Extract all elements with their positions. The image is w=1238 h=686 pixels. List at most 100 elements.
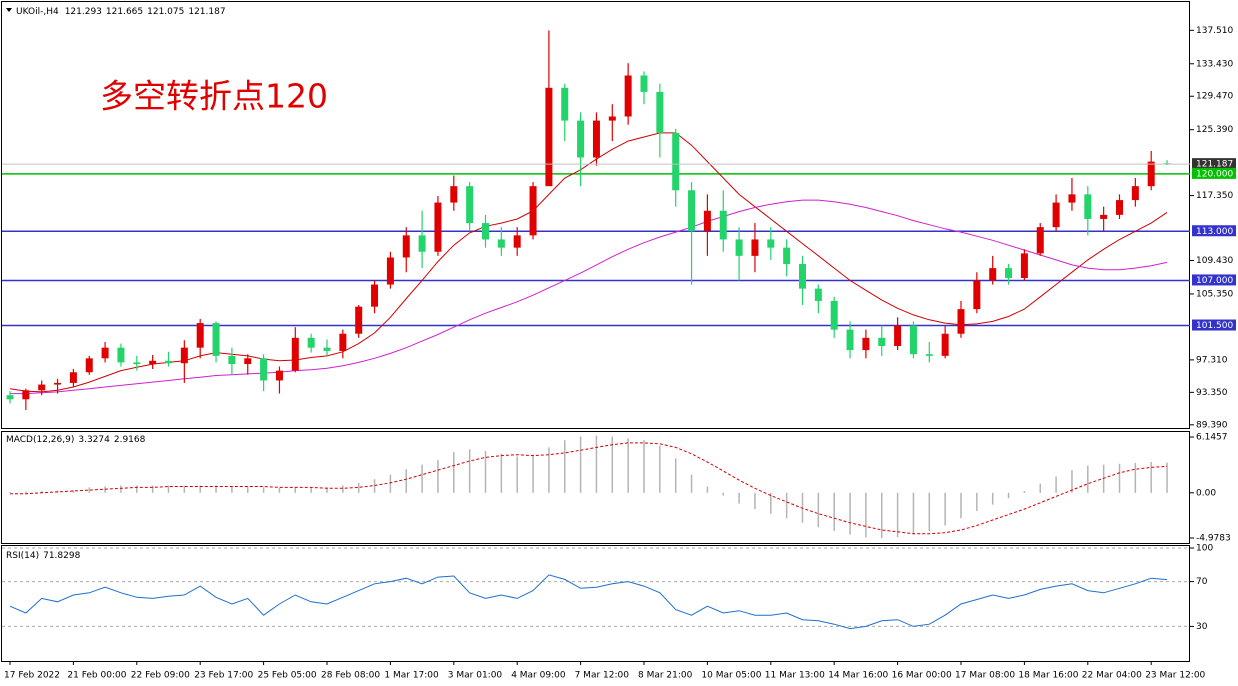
macd-bar [1071, 470, 1073, 493]
candle-body [957, 309, 965, 334]
candle-body [386, 257, 394, 285]
candle-body [101, 347, 109, 359]
macd-bar [928, 492, 931, 531]
x-tick-label: 14 Mar 16:00 [828, 671, 888, 681]
candle-body [577, 120, 585, 158]
macd-bar [595, 435, 598, 493]
macd-bar [564, 440, 566, 493]
candle-body [894, 325, 902, 347]
macd-bar [1039, 483, 1041, 493]
candle-body [1147, 161, 1155, 187]
level-label: 101.500 [1196, 321, 1233, 331]
menu-arrow[interactable] [6, 8, 12, 12]
y-tick-label: 0.00 [1196, 488, 1216, 498]
candle-body [751, 239, 759, 256]
macd-bar [25, 491, 27, 493]
macd-bar [738, 492, 740, 504]
rsi-header: RSI(14) 71.8298 [6, 551, 81, 561]
macd-bar [754, 492, 756, 510]
candle-body [608, 116, 616, 121]
candle-body [989, 268, 997, 281]
candle-body [862, 337, 870, 351]
macd-bar [231, 486, 233, 493]
macd-bar [912, 492, 915, 535]
macd-title: MACD(12,26,9) [6, 435, 74, 445]
candle-body [196, 323, 204, 348]
candle-body [830, 300, 838, 330]
y-tick-label: 30 [1196, 622, 1208, 632]
macd-bar [944, 492, 946, 526]
candle-body [291, 337, 299, 371]
macd-bar [532, 454, 534, 493]
y-tick-label: 97.310 [1196, 355, 1228, 365]
y-tick-label: 129.470 [1196, 92, 1233, 102]
candle-body [38, 384, 46, 391]
candle-body [561, 87, 569, 121]
candle-body [1116, 200, 1123, 215]
macd-bar [437, 460, 439, 493]
macd-bar [1055, 476, 1057, 493]
candle-body [909, 325, 917, 355]
x-tick-label: 28 Feb 08:00 [321, 671, 380, 681]
header: UKOil-,H4 121.293 121.665 121.075 121.187 [16, 7, 226, 17]
macd-bar [484, 451, 487, 493]
macd-header: MACD(12,26,9) 3.3274 2.9168 [6, 435, 146, 445]
candle-body [925, 354, 933, 356]
macd-bar [896, 492, 899, 538]
x-tick-label: 22 Feb 09:00 [131, 671, 190, 681]
candle-body [323, 347, 331, 351]
candle-body [180, 347, 188, 364]
macd-bar [785, 492, 788, 519]
candle-body [402, 235, 410, 258]
candle-body [513, 235, 521, 248]
x-tick-label: 17 Feb 2022 [4, 671, 60, 681]
macd-bar [468, 449, 471, 493]
close: 121.187 [188, 7, 225, 17]
x-tick-label: 21 Feb 00:00 [67, 671, 126, 681]
candle-body [228, 355, 236, 365]
candle-body [54, 382, 62, 385]
candle-body [640, 75, 648, 92]
macd-bar [817, 492, 820, 528]
candle-body [482, 223, 489, 240]
main-panel [1, 1, 1190, 429]
candle-body [117, 347, 125, 363]
symbol: UKOil-,H4 [16, 7, 59, 17]
y-tick-label: 89.390 [1196, 420, 1228, 430]
x-tick-label: 18 Mar 16:00 [1018, 671, 1078, 681]
x-tick-label: 4 Mar 09:00 [511, 671, 566, 681]
candle-body [22, 390, 30, 400]
open: 121.293 [65, 7, 102, 17]
signal-line [10, 442, 1168, 535]
macd-bar [120, 485, 122, 493]
y-tick-label: 133.430 [1196, 59, 1233, 69]
candle-body [592, 120, 600, 158]
candle-body [1020, 253, 1028, 278]
macd-bar [294, 487, 297, 493]
macd-bar [9, 491, 11, 493]
candle-body [149, 360, 157, 365]
x-tick-label: 3 Mar 01:00 [448, 671, 503, 681]
level-box [1192, 225, 1236, 237]
level-label: 120.000 [1196, 169, 1233, 179]
macd-panel [1, 431, 1190, 544]
candle-body [1131, 186, 1139, 201]
candle-body [85, 358, 93, 373]
macd-bar [770, 492, 772, 514]
candle-body [529, 186, 537, 236]
candle-body [656, 91, 664, 133]
macd-bar [1118, 463, 1121, 493]
y-tick-label: -4.9783 [1196, 533, 1231, 543]
macd-bar [88, 487, 90, 493]
candle-body [275, 370, 283, 381]
macd-bar [342, 485, 344, 493]
candle-body [355, 306, 363, 334]
y-tick-label: 100 [1196, 544, 1213, 554]
candle-body [260, 358, 268, 381]
macd-bar [643, 440, 645, 493]
candle-body [1100, 214, 1108, 219]
x-tick-label: 17 Mar 08:00 [955, 671, 1015, 681]
candle-body [339, 333, 347, 351]
macd-bar [516, 456, 518, 493]
macd-bar [1134, 462, 1137, 493]
